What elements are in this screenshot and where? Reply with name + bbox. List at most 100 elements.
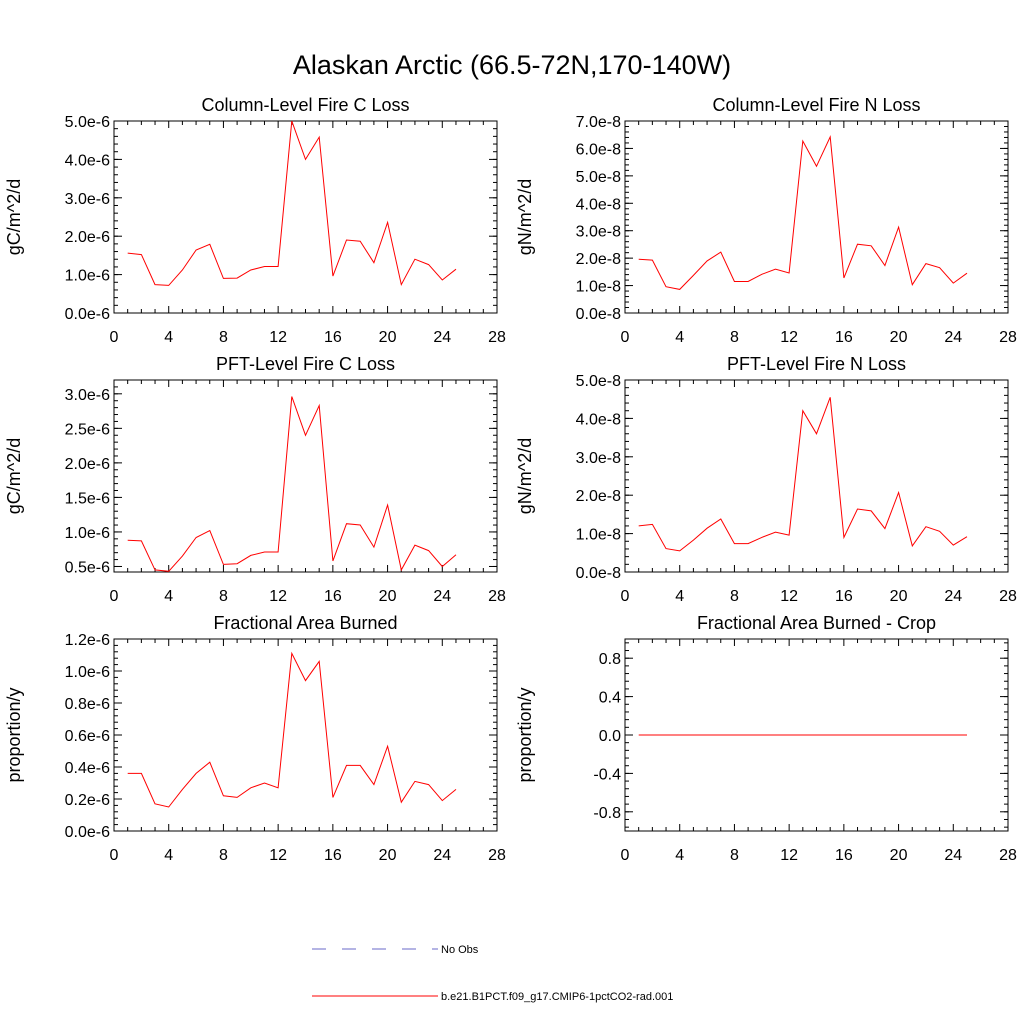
x-tick-label: 0 <box>110 588 119 605</box>
x-tick-label: 28 <box>999 847 1017 864</box>
x-tick-label: 0 <box>621 588 630 605</box>
x-tick-label: 20 <box>379 588 397 605</box>
series-line-1 <box>638 135 968 290</box>
series-line-1 <box>127 396 457 572</box>
y-tick-label: 4.0e-6 <box>65 152 110 169</box>
y-tick-label: 2.0e-8 <box>576 488 621 505</box>
legend-label-no-obs: No Obs <box>441 944 479 956</box>
x-tick-label: 8 <box>219 588 228 605</box>
y-axis-label: gC/m^2/d <box>4 179 24 255</box>
panel-2: Column-Level Fire N Loss 0 4 8 12 16 20 24 28 0.0… <box>515 95 1017 346</box>
x-tick-label: 20 <box>379 329 397 346</box>
x-tick-label: 12 <box>269 329 287 346</box>
x-tick-label: 24 <box>433 847 451 864</box>
panel-title: Fractional Area Burned - Crop <box>697 613 936 633</box>
panel-1: Column-Level Fire C Loss 0 4 8 12 16 20 24 28 0.0… <box>4 95 506 346</box>
x-tick-label: 20 <box>890 847 908 864</box>
x-tick-label: 24 <box>944 329 962 346</box>
x-tick-label: 12 <box>269 588 287 605</box>
x-tick-label: 12 <box>780 847 798 864</box>
panel-4: PFT-Level Fire N Loss 0 4 8 12 16 20 24 28 0.0e-8… <box>515 354 1017 605</box>
x-tick-label: 16 <box>324 847 342 864</box>
y-tick-label: 3.0e-8 <box>576 224 621 241</box>
y-tick-label: 5.0e-8 <box>576 169 621 186</box>
series-line-1 <box>127 120 457 287</box>
x-tick-label: 16 <box>835 847 853 864</box>
y-tick-label: 5.0e-6 <box>65 114 110 131</box>
y-tick-label: 1.0e-6 <box>65 525 110 542</box>
series-line-1 <box>127 651 457 808</box>
y-tick-label: 2.0e-6 <box>65 456 110 473</box>
plot-frame <box>113 379 498 573</box>
legend: No Obs b.e21.B1PCT.f09_g17.CMIP6-1pctCO2… <box>312 944 673 1003</box>
y-tick-label: 0.0 <box>599 728 621 745</box>
y-tick-label: 6.0e-8 <box>576 141 621 158</box>
y-tick-label: -0.4 <box>593 766 621 783</box>
plot-frame <box>624 120 1009 314</box>
panel-title: Column-Level Fire N Loss <box>712 95 920 115</box>
x-tick-label: 0 <box>110 329 119 346</box>
y-tick-label: 1.2e-6 <box>65 632 110 649</box>
plot-frame <box>113 120 498 314</box>
y-tick-label: 0.4 <box>599 690 621 707</box>
figure-title: Alaskan Arctic (66.5-72N,170-140W) <box>293 50 731 80</box>
y-tick-label: -0.8 <box>593 805 621 822</box>
x-tick-label: 16 <box>835 588 853 605</box>
x-tick-label: 28 <box>488 329 506 346</box>
y-tick-label: 0.0e-8 <box>576 565 621 582</box>
x-tick-label: 20 <box>890 588 908 605</box>
y-tick-label: 3.0e-6 <box>65 387 110 404</box>
x-tick-label: 4 <box>675 329 684 346</box>
panels: Column-Level Fire C Loss 0 4 8 12 16 20 24 28 0.0… <box>4 95 1017 864</box>
y-tick-label: 1.0e-8 <box>576 279 621 296</box>
panel-5: Fractional Area Burned 0 4 8 12 16 20 24 28 0.0e-… <box>4 613 506 864</box>
plot-frame <box>113 638 498 832</box>
panel-title: Column-Level Fire C Loss <box>201 95 409 115</box>
x-tick-label: 0 <box>110 847 119 864</box>
y-tick-label: 1.5e-6 <box>65 490 110 507</box>
x-tick-label: 28 <box>488 847 506 864</box>
x-tick-label: 28 <box>999 588 1017 605</box>
y-tick-label: 1.0e-8 <box>576 527 621 544</box>
x-tick-label: 4 <box>164 588 173 605</box>
y-tick-label: 2.0e-6 <box>65 229 110 246</box>
y-tick-label: 0.0e-8 <box>576 306 621 323</box>
y-axis-label: gC/m^2/d <box>4 438 24 514</box>
x-tick-label: 24 <box>944 588 962 605</box>
x-tick-label: 0 <box>621 329 630 346</box>
y-tick-label: 0.8e-6 <box>65 696 110 713</box>
x-tick-label: 20 <box>379 847 397 864</box>
y-tick-label: 1.0e-6 <box>65 268 110 285</box>
x-tick-label: 24 <box>944 847 962 864</box>
x-tick-label: 16 <box>324 329 342 346</box>
x-tick-label: 12 <box>780 588 798 605</box>
y-tick-label: 0.5e-6 <box>65 559 110 576</box>
x-tick-label: 8 <box>219 329 228 346</box>
y-tick-label: 5.0e-8 <box>576 373 621 390</box>
x-tick-label: 4 <box>675 588 684 605</box>
y-tick-label: 4.0e-8 <box>576 196 621 213</box>
legend-label-model: b.e21.B1PCT.f09_g17.CMIP6-1pctCO2-rad.00… <box>441 991 673 1003</box>
x-tick-label: 12 <box>269 847 287 864</box>
y-tick-label: 3.0e-8 <box>576 450 621 467</box>
y-tick-label: 2.5e-6 <box>65 421 110 438</box>
x-tick-label: 4 <box>164 847 173 864</box>
panel-title: PFT-Level Fire C Loss <box>216 354 395 374</box>
x-tick-label: 24 <box>433 329 451 346</box>
y-tick-label: 0.6e-6 <box>65 728 110 745</box>
panel-title: Fractional Area Burned <box>213 613 397 633</box>
x-tick-label: 0 <box>621 847 630 864</box>
y-tick-label: 1.0e-6 <box>65 664 110 681</box>
x-tick-label: 8 <box>730 329 739 346</box>
series-line-1 <box>638 397 968 552</box>
y-tick-label: 0.4e-6 <box>65 760 110 777</box>
x-tick-label: 20 <box>890 329 908 346</box>
y-tick-label: 2.0e-8 <box>576 251 621 268</box>
x-tick-label: 24 <box>433 588 451 605</box>
x-tick-label: 8 <box>730 588 739 605</box>
x-tick-label: 4 <box>164 329 173 346</box>
x-tick-label: 28 <box>999 329 1017 346</box>
y-tick-label: 0.0e-6 <box>65 306 110 323</box>
panel-title: PFT-Level Fire N Loss <box>727 354 906 374</box>
x-tick-label: 16 <box>835 329 853 346</box>
